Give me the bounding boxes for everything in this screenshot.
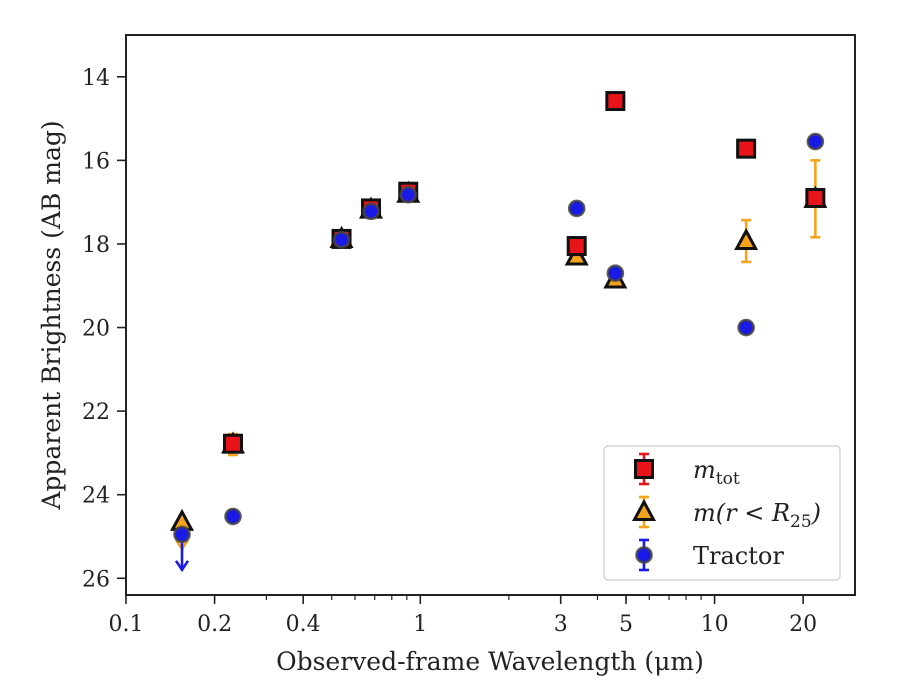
legend-marker <box>634 459 654 479</box>
data-point <box>606 264 625 283</box>
data-point <box>805 187 826 208</box>
legend-marker <box>631 498 657 521</box>
plot-frame <box>125 34 856 596</box>
x-tick-label: 0.2 <box>197 612 232 637</box>
x-tick-label: 10 <box>701 612 729 637</box>
data-point <box>173 525 191 544</box>
legend-label: mtot <box>693 456 740 489</box>
data-point <box>566 236 587 257</box>
data-point <box>734 227 759 251</box>
x-tick-label: 3 <box>554 612 568 637</box>
x-tick-label: 5 <box>619 612 633 637</box>
y-tick-label: 20 <box>82 317 110 342</box>
legend: mtot m(r < R25) Tractor <box>603 445 841 581</box>
axis-ticks: 0.1 0.2 0.4 1 3 5 10 20 14 16 18 20 22 24 26 <box>82 66 817 637</box>
y-tick-label: 26 <box>82 567 110 592</box>
data-markers <box>169 91 828 544</box>
y-tick-label: 18 <box>82 233 110 258</box>
data-point <box>605 91 626 112</box>
y-tick-label: 24 <box>82 484 110 509</box>
data-point <box>737 318 755 337</box>
legend-box <box>603 445 841 581</box>
data-point <box>224 507 242 526</box>
data-point <box>399 185 418 204</box>
upper-limit-arrowhead <box>174 560 190 573</box>
legend-label: m(r < R25) <box>693 499 821 532</box>
data-point <box>567 199 586 218</box>
data-point <box>223 433 244 454</box>
x-tick-label: 0.4 <box>286 612 321 637</box>
data-point <box>332 230 351 249</box>
x-tick-label: 1 <box>413 612 427 637</box>
y-tick-label: 16 <box>82 149 110 174</box>
y-tick-label: 14 <box>82 66 110 91</box>
data-point <box>736 138 757 159</box>
y-tick-label: 22 <box>82 400 110 425</box>
y-axis-label: Apparent Brightness (AB mag) <box>37 120 66 510</box>
legend-marker <box>635 546 653 564</box>
x-tick-label: 0.1 <box>109 612 144 637</box>
data-point <box>806 132 825 151</box>
x-tick-label: 20 <box>789 612 817 637</box>
x-axis-label: Observed-frame Wavelength (μm) <box>276 647 704 676</box>
data-point <box>362 202 380 221</box>
legend-label: Tractor <box>693 542 784 570</box>
